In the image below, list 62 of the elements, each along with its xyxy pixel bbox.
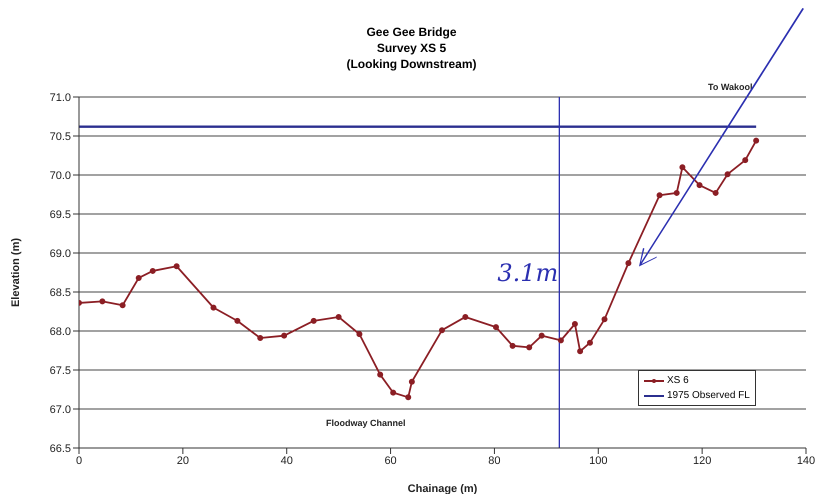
x-tick-label: 120 (692, 454, 712, 467)
y-tick-label: 67.0 (50, 404, 71, 416)
point (510, 342, 516, 349)
point (150, 268, 156, 274)
point (753, 138, 760, 144)
point (577, 348, 584, 354)
legend-label: 1975 Observed FL (667, 389, 750, 403)
y-tick-label: 70.5 (50, 130, 71, 143)
point (336, 314, 342, 320)
point (408, 378, 415, 385)
x-tick-label: 60 (384, 454, 397, 467)
y-tick-label: 71.0 (50, 92, 71, 104)
point (572, 320, 578, 327)
point (310, 318, 317, 324)
chart-title: Gee Gee Bridge Survey XS 5 (Looking Downstream) (345, 24, 478, 72)
y-tick-label: 70.0 (50, 170, 71, 182)
x-tick-label: 140 (796, 454, 816, 467)
point (120, 302, 126, 308)
y-tick-label: 68.0 (50, 326, 71, 338)
point (679, 164, 686, 170)
point (602, 316, 608, 322)
point (538, 332, 545, 339)
point (257, 335, 264, 342)
point (696, 182, 703, 188)
point (462, 314, 468, 320)
y-axis-title: Elevation (m) (10, 238, 22, 308)
point (492, 324, 499, 330)
y-tick-label: 69.0 (50, 248, 71, 260)
point (438, 327, 445, 334)
point (356, 331, 362, 338)
x-tick-label: 100 (589, 454, 608, 467)
x-tick-label: 80 (488, 454, 501, 467)
legend-label: XS 6 (667, 374, 689, 388)
point (742, 157, 748, 164)
point (712, 190, 719, 196)
x-axis-title: Chainage (m) (408, 483, 478, 495)
x-tick-label: 20 (176, 454, 189, 467)
point (210, 304, 216, 311)
point (724, 171, 731, 178)
point (281, 332, 288, 339)
text: To Wakool (708, 82, 752, 92)
point (390, 390, 396, 396)
point (674, 190, 680, 196)
point (377, 372, 384, 378)
point (625, 260, 632, 266)
y-tick-label: 69.5 (50, 208, 71, 221)
point (99, 298, 106, 304)
annotation: Floodway Channel (326, 418, 406, 428)
point (558, 337, 564, 344)
point (136, 274, 142, 281)
point (656, 192, 663, 198)
x-tick-label: 40 (280, 454, 293, 467)
y-tick-label: 66.5 (50, 442, 71, 455)
y-tick-label: 67.5 (50, 364, 71, 377)
y-tick-label: 68.5 (50, 286, 71, 299)
point (526, 344, 532, 350)
x-tick-label: 0 (76, 454, 82, 467)
point (405, 394, 412, 400)
point (586, 340, 593, 346)
ref-line-label: 3.1m (497, 259, 558, 288)
point (174, 263, 180, 270)
point (234, 318, 240, 324)
